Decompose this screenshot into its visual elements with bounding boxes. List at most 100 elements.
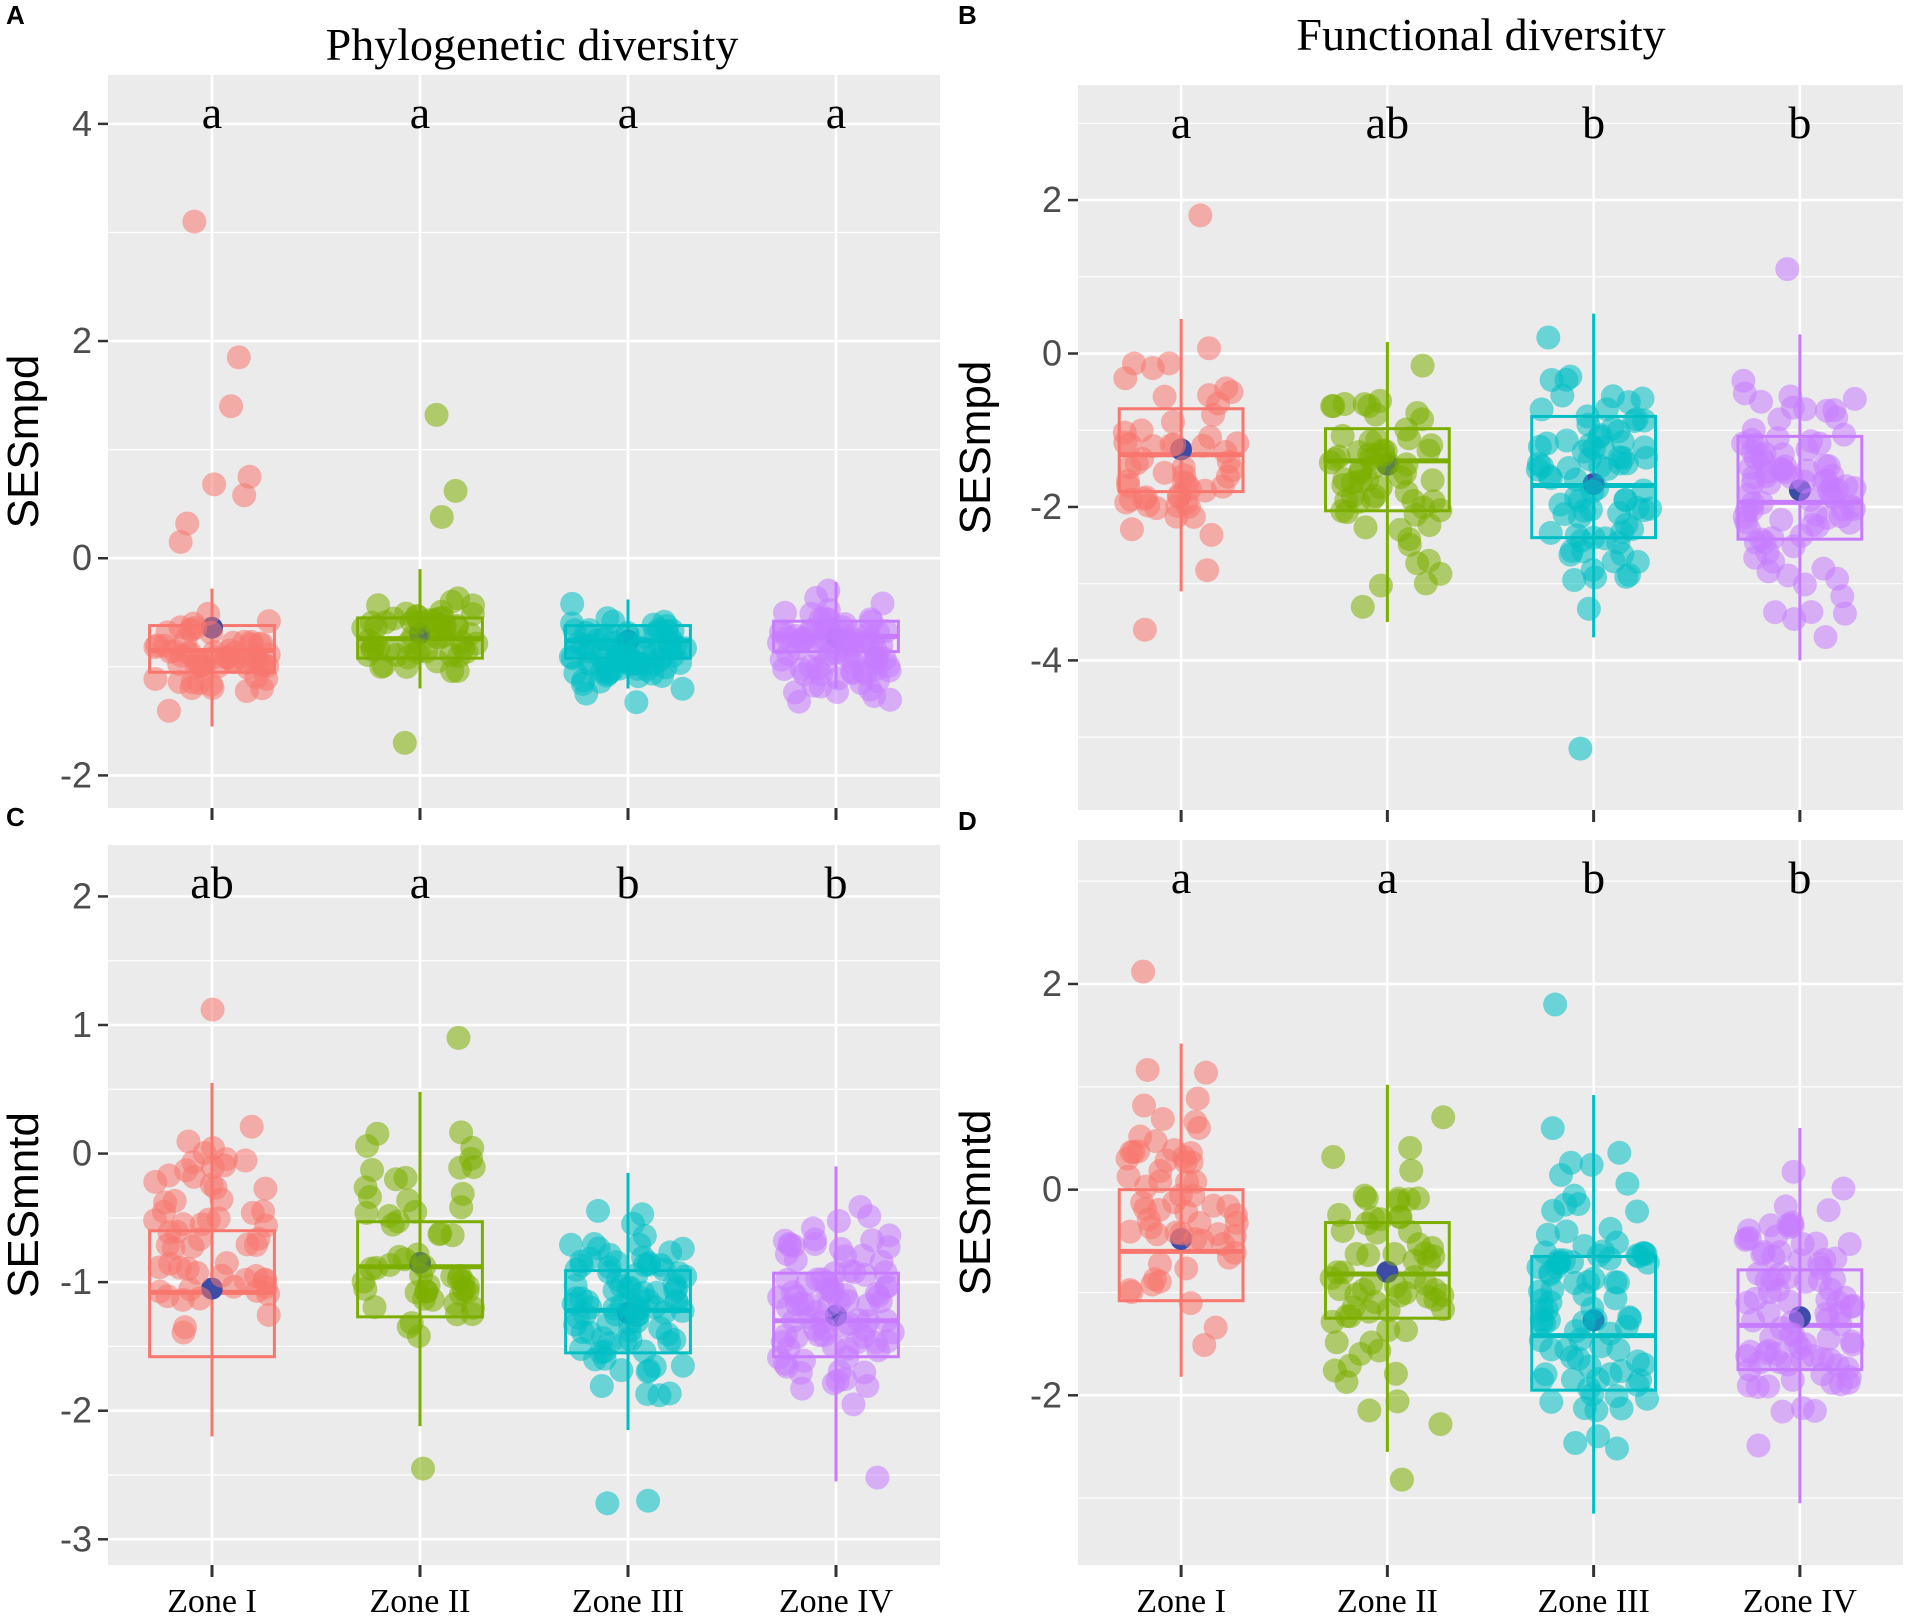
data-point [448, 1263, 473, 1288]
jitter-points-4 [767, 578, 903, 714]
y-tick-label: 0 [72, 1133, 92, 1174]
panel-title: Phylogenetic diversity [326, 19, 739, 70]
data-point [1376, 1318, 1401, 1343]
data-point [1175, 1169, 1200, 1194]
data-point [1354, 1211, 1379, 1236]
data-point [1534, 431, 1559, 456]
data-point [1554, 1219, 1579, 1244]
data-point [1765, 426, 1790, 451]
data-point [558, 644, 583, 669]
data-point [1538, 520, 1563, 545]
data-point [251, 652, 276, 677]
data-point [168, 529, 193, 554]
data-point [153, 1190, 178, 1215]
data-point [1354, 1186, 1379, 1211]
significance-letter: a [826, 87, 846, 138]
data-point [1334, 500, 1359, 525]
data-point [1203, 1315, 1228, 1340]
data-point [424, 402, 449, 427]
data-point [1610, 520, 1635, 545]
data-point [192, 1141, 217, 1166]
data-point [1625, 1372, 1650, 1397]
data-point [1371, 442, 1396, 467]
data-point [1330, 423, 1355, 448]
x-tick-label: Zone II [369, 1583, 470, 1619]
data-point [1758, 1213, 1783, 1238]
data-point [1749, 527, 1774, 552]
jitter-points-3 [559, 1198, 698, 1516]
data-point [232, 483, 257, 508]
y-tick-label: 2 [72, 320, 92, 361]
jitter-points-1 [1112, 203, 1250, 642]
data-point [1617, 562, 1642, 587]
data-point [1567, 488, 1592, 513]
data-point [219, 394, 244, 419]
data-point [221, 1274, 246, 1299]
data-point [1577, 1354, 1602, 1379]
data-point [240, 1200, 265, 1225]
data-point [1393, 1280, 1418, 1305]
data-point [1526, 451, 1551, 476]
jitter-points-4 [1731, 257, 1867, 650]
data-point [577, 1246, 602, 1271]
significance-letter: a [410, 857, 430, 908]
y-tick-label: 0 [1042, 1169, 1062, 1210]
data-point [767, 1345, 792, 1370]
data-point [1385, 1389, 1410, 1414]
data-point [630, 1202, 655, 1227]
data-point [182, 209, 207, 234]
data-point [1334, 1304, 1359, 1329]
data-point [662, 1272, 687, 1297]
data-point [1222, 1224, 1247, 1249]
y-tick-label: 2 [1042, 179, 1062, 220]
data-point [1579, 1152, 1604, 1177]
y-tick-label: 4 [72, 103, 92, 144]
data-point [1770, 1399, 1795, 1424]
y-tick-label: -2 [1030, 486, 1062, 527]
data-point [172, 1315, 197, 1340]
data-point [1822, 398, 1847, 423]
data-point [1777, 1289, 1802, 1314]
data-point [1736, 1218, 1761, 1243]
data-point [239, 1114, 264, 1139]
data-point [392, 730, 417, 755]
data-point [1788, 1248, 1813, 1273]
x-tick-label: Zone I [167, 1583, 257, 1619]
data-point [1540, 1116, 1565, 1141]
data-point [1780, 1367, 1805, 1392]
jitter-points-3 [558, 591, 697, 715]
data-point [1399, 1158, 1424, 1183]
data-point [1195, 558, 1220, 583]
data-point [798, 654, 823, 679]
data-point [637, 1358, 662, 1383]
data-point [1613, 488, 1638, 513]
data-point [1739, 427, 1764, 452]
data-point [1397, 527, 1422, 552]
data-point [1410, 353, 1435, 378]
data-point [1122, 351, 1147, 376]
data-point [1393, 1318, 1418, 1343]
data-point [424, 649, 449, 674]
data-point [1611, 446, 1636, 471]
jitter-points-1 [1115, 959, 1249, 1358]
data-point [1784, 1330, 1809, 1355]
data-point [1529, 397, 1554, 422]
data-point [1324, 1330, 1349, 1355]
panel-A: -2 0 2 4 a a a a Phylogenetic diversity SESmpd A [0, 0, 940, 820]
data-point [1777, 1215, 1802, 1240]
data-point [1609, 1359, 1634, 1384]
data-point [1539, 1337, 1564, 1362]
data-point [1119, 517, 1144, 542]
data-point [1431, 1297, 1456, 1322]
data-point [1812, 1247, 1837, 1272]
jitter-points-4 [1733, 1159, 1865, 1458]
data-point [1550, 383, 1575, 408]
data-point [1746, 1433, 1771, 1458]
data-point [411, 1456, 436, 1481]
data-point [1776, 1265, 1801, 1290]
data-point [1185, 1086, 1210, 1111]
data-point [1584, 1398, 1609, 1423]
significance-letter: a [1171, 852, 1191, 903]
data-point [200, 997, 225, 1022]
data-point [1118, 1219, 1143, 1244]
